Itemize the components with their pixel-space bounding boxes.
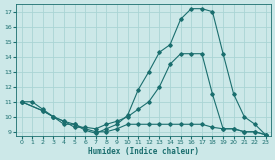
X-axis label: Humidex (Indice chaleur): Humidex (Indice chaleur)	[88, 147, 199, 156]
